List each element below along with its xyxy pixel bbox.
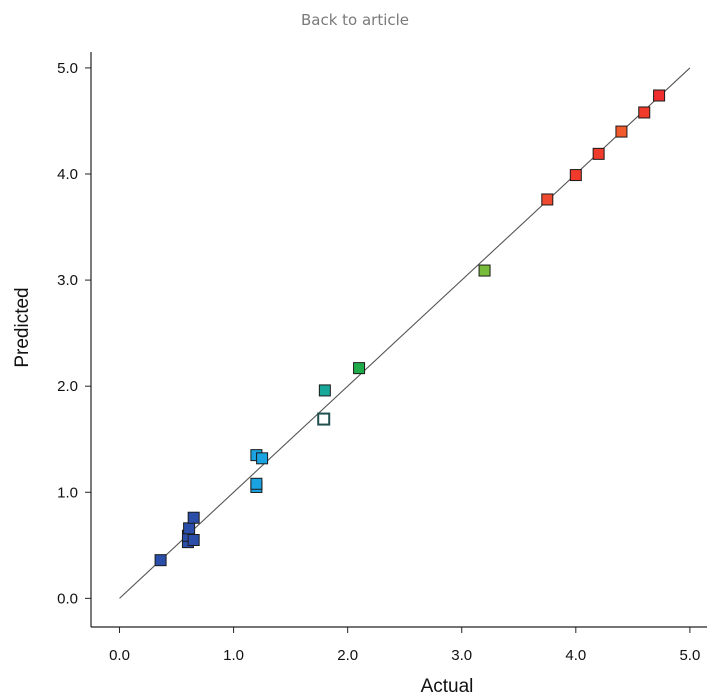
x-tick-label: 0.0 bbox=[109, 647, 130, 664]
x-tick-label: 5.0 bbox=[679, 647, 700, 664]
y-tick-label: 5.0 bbox=[57, 60, 78, 77]
data-point bbox=[318, 384, 331, 397]
data-point bbox=[638, 106, 651, 119]
y-tick-label: 1.0 bbox=[57, 484, 78, 501]
y-tick-label: 0.0 bbox=[57, 590, 78, 607]
data-point bbox=[653, 89, 666, 102]
data-points bbox=[154, 89, 666, 567]
data-point bbox=[353, 362, 366, 375]
data-point bbox=[256, 452, 269, 465]
x-tick-label: 1.0 bbox=[223, 647, 244, 664]
data-point bbox=[478, 264, 491, 277]
x-tick-label: 4.0 bbox=[565, 647, 586, 664]
data-point bbox=[250, 477, 263, 490]
axes: 0.0 1.0 2.0 3.0 4.0 5.0 0.0 1.0 2.0 3.0 4.0 5.0 bbox=[57, 52, 707, 664]
x-tick-label: 2.0 bbox=[337, 647, 358, 664]
y-tick-label: 2.0 bbox=[57, 378, 78, 395]
data-point bbox=[592, 147, 605, 160]
back-to-article-link[interactable]: Back to article bbox=[300, 11, 410, 29]
x-tick-label: 3.0 bbox=[451, 647, 472, 664]
data-point bbox=[317, 412, 331, 426]
data-point bbox=[615, 125, 628, 138]
data-point bbox=[187, 534, 200, 547]
data-point bbox=[187, 511, 200, 524]
reference-line bbox=[119, 67, 691, 599]
y-axis-title: Predicted bbox=[12, 287, 33, 367]
y-tick-label: 4.0 bbox=[57, 166, 78, 183]
data-point bbox=[541, 193, 554, 206]
y-tick-label: 3.0 bbox=[57, 272, 78, 289]
data-point bbox=[154, 554, 167, 567]
x-axis-title: Actual bbox=[421, 676, 474, 696]
data-point bbox=[569, 169, 582, 182]
data-point bbox=[183, 522, 196, 535]
reference-line-group bbox=[119, 67, 691, 599]
